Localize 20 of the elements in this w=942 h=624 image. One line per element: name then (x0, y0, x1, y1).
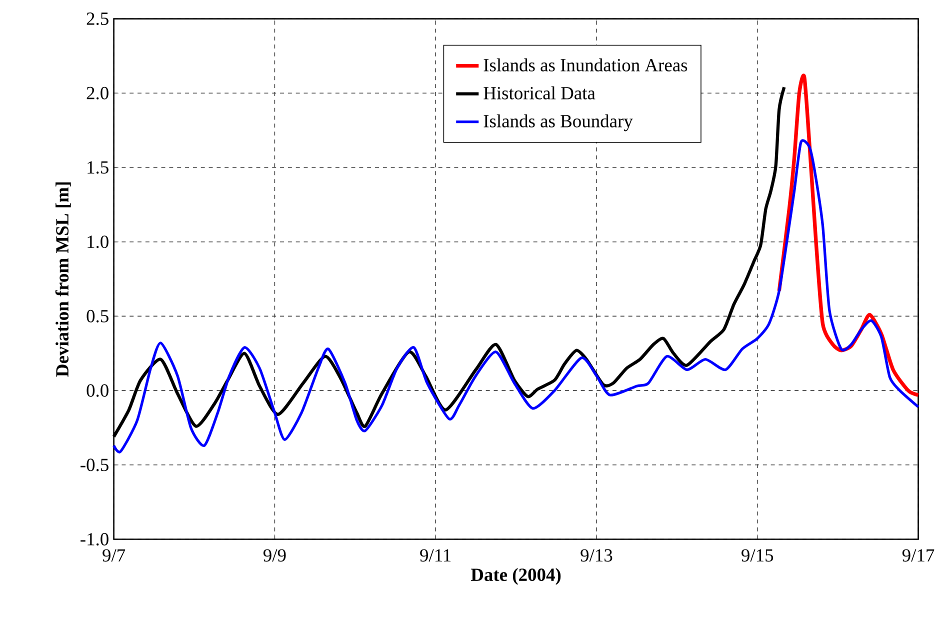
legend-label: Historical Data (484, 86, 596, 100)
x-tick-label: 9/7 (102, 549, 126, 562)
x-tick-label: 9/15 (742, 549, 774, 562)
line-series (112, 140, 920, 453)
y-tick-label: 0.5 (86, 310, 108, 322)
y-tick-label: 2.5 (86, 12, 108, 25)
y-tick-label: -1.0 (80, 532, 108, 546)
y-tick-label: 1.0 (88, 235, 108, 248)
legend-label: Islands as Inundation Areas (484, 58, 688, 72)
legend-label: Islands as Boundary (484, 114, 633, 132)
x-axis-title: Date (2004) (470, 568, 561, 585)
x-tick-label: 9/9 (263, 549, 286, 562)
x-tick-label: 9/11 (420, 549, 451, 562)
x-tick-label: 9/17 (902, 549, 934, 562)
y-axis-title: Deviation from MSL [m] (55, 182, 71, 377)
y-tick-label: 2.0 (86, 86, 108, 100)
y-tick-label: 1.5 (88, 161, 108, 174)
y-tick-label: -0.5 (80, 458, 108, 472)
x-tick-label: 9/13 (580, 549, 612, 562)
y-tick-label: 0.0 (86, 384, 108, 397)
